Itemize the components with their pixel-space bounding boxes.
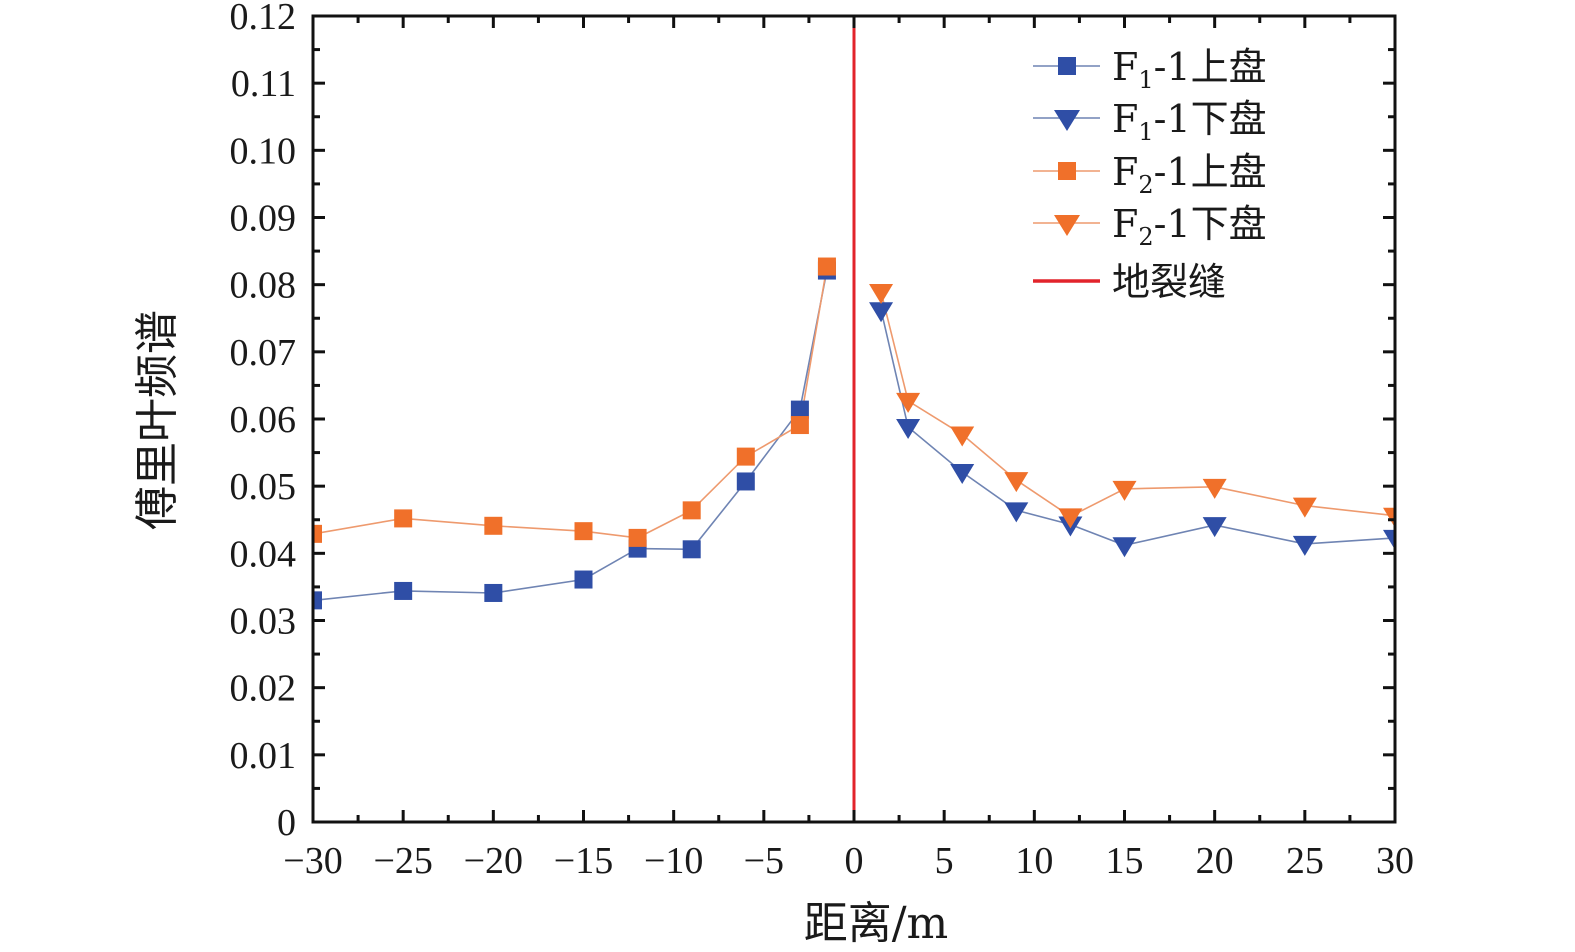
data-point xyxy=(790,416,809,435)
data-point xyxy=(1004,472,1029,493)
series-3-markers xyxy=(313,257,836,547)
data-point xyxy=(1112,480,1137,501)
x-tick-label: −25 xyxy=(373,840,432,882)
legend-triangle-marker-icon xyxy=(1054,110,1080,131)
data-point xyxy=(628,528,647,547)
y-tick-label: 0.10 xyxy=(230,130,297,172)
data-point xyxy=(1004,502,1029,523)
data-point xyxy=(313,591,322,610)
data-point xyxy=(896,392,921,413)
legend-label: F1-1上盘 xyxy=(1112,45,1267,94)
data-point xyxy=(1202,478,1227,499)
series-3 xyxy=(313,266,828,539)
series-4-markers xyxy=(869,284,1395,529)
y-tick-label: 0.09 xyxy=(230,198,297,240)
series-2-markers xyxy=(869,302,1395,558)
series-1-markers xyxy=(313,261,836,610)
legend-square-marker-icon xyxy=(1058,162,1076,180)
y-tick-label: 0.12 xyxy=(230,0,297,38)
x-axis-ticks: −30 −25 −20 −15 −10 −5 0 5 10 15 20 25 30 xyxy=(283,16,1414,882)
x-tick-label: 30 xyxy=(1376,840,1414,882)
data-point xyxy=(313,524,322,543)
data-point xyxy=(736,447,755,466)
legend-square-marker-icon xyxy=(1058,57,1076,75)
data-point xyxy=(682,501,701,520)
x-tick-label: −30 xyxy=(283,840,342,882)
series-line xyxy=(313,270,828,602)
data-point xyxy=(1112,537,1137,558)
series-layer xyxy=(313,257,1395,610)
x-tick-label: 20 xyxy=(1196,840,1234,882)
data-point xyxy=(394,581,413,600)
y-axis-ticks: 0 0.01 0.02 0.03 0.04 0.05 0.06 0.07 0.08 0.09 0.1… xyxy=(230,0,1395,844)
data-point xyxy=(1058,508,1083,529)
series-1 xyxy=(313,270,828,602)
x-tick-label: −15 xyxy=(554,840,613,882)
y-tick-label: 0.11 xyxy=(231,63,296,105)
data-point xyxy=(484,516,503,535)
data-point xyxy=(394,509,413,528)
x-tick-label: 10 xyxy=(1015,840,1053,882)
x-tick-label: −10 xyxy=(644,840,703,882)
data-point xyxy=(790,400,809,419)
x-tick-label: −5 xyxy=(744,840,784,882)
data-point xyxy=(1383,529,1395,550)
legend-label: F2-1下盘 xyxy=(1112,202,1267,251)
data-point xyxy=(682,540,701,559)
legend-label: F1-1下盘 xyxy=(1112,97,1267,146)
y-tick-label: 0.01 xyxy=(230,735,297,777)
data-point xyxy=(817,257,836,276)
data-point xyxy=(1202,517,1227,538)
legend-item-ground-fissure: 地裂缝 xyxy=(1033,260,1226,304)
data-point xyxy=(1292,497,1317,518)
legend-item: F2-1上盘 xyxy=(1033,150,1267,199)
data-point xyxy=(484,583,503,602)
series-line xyxy=(313,266,828,539)
y-axis-title: 傅里叶频谱 xyxy=(132,310,183,530)
data-point xyxy=(950,464,975,485)
data-point xyxy=(1383,507,1395,528)
data-point xyxy=(574,522,593,541)
data-point xyxy=(1292,535,1317,556)
y-tick-label: 0.08 xyxy=(230,265,297,307)
series-4 xyxy=(880,291,1395,518)
y-tick-label: 0.06 xyxy=(230,399,297,441)
y-tick-label: 0.07 xyxy=(230,332,297,374)
legend-label: F2-1上盘 xyxy=(1112,150,1267,199)
data-point xyxy=(869,302,894,323)
y-tick-label: 0.05 xyxy=(230,466,297,508)
y-tick-label: 0.02 xyxy=(230,668,297,710)
data-point xyxy=(869,284,894,305)
series-line xyxy=(880,291,1395,518)
y-tick-label: 0.04 xyxy=(230,533,297,575)
y-tick-label: 0.03 xyxy=(230,601,297,643)
legend-label: 地裂缝 xyxy=(1112,260,1226,304)
data-point xyxy=(574,570,593,589)
legend-triangle-marker-icon xyxy=(1054,215,1080,236)
legend-item: F1-1下盘 xyxy=(1033,97,1267,146)
x-tick-label: 5 xyxy=(935,840,954,882)
x-tick-label: 25 xyxy=(1286,840,1324,882)
x-axis-title: 距离/m xyxy=(804,898,949,949)
legend-item: F2-1下盘 xyxy=(1033,202,1267,251)
data-point xyxy=(896,419,921,440)
data-point xyxy=(736,472,755,491)
y-tick-label: 0 xyxy=(277,802,296,844)
data-point xyxy=(950,426,975,447)
legend-item: F1-1上盘 xyxy=(1033,45,1267,94)
x-tick-label: 0 xyxy=(845,840,864,882)
x-tick-label: −20 xyxy=(464,840,523,882)
x-tick-label: 15 xyxy=(1106,840,1144,882)
